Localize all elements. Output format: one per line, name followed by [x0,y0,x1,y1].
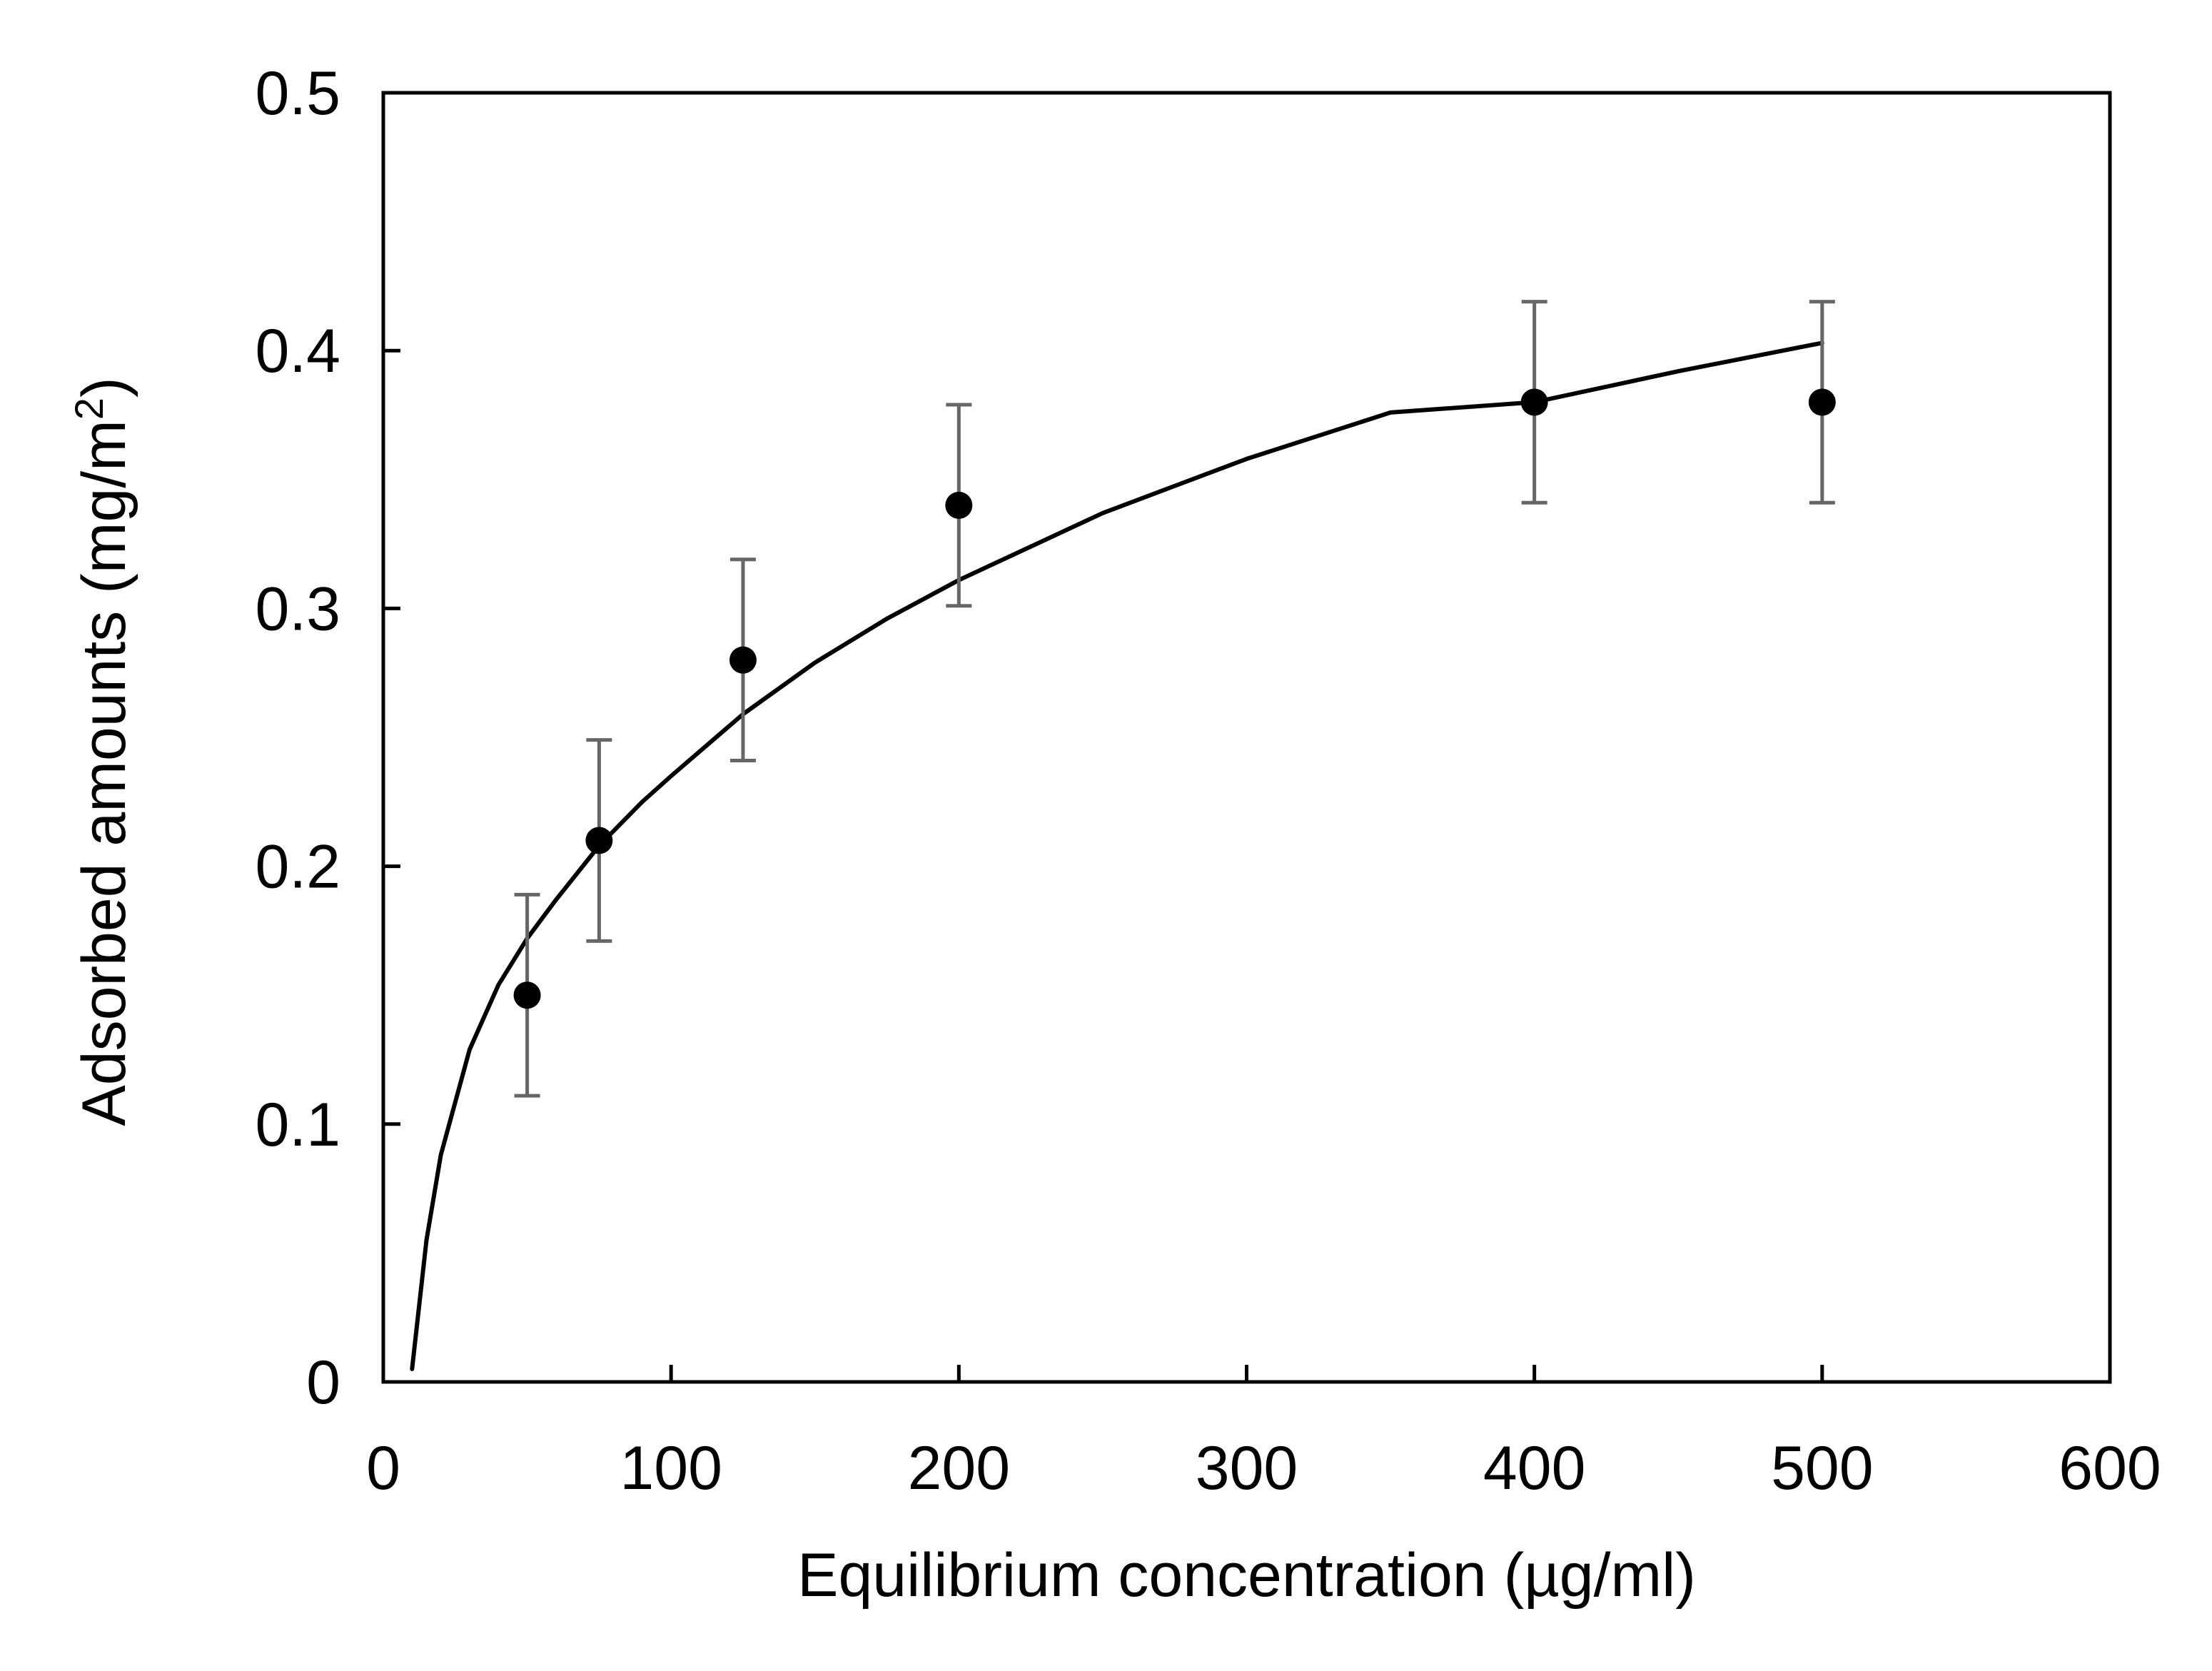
plot-frame [381,91,2112,1384]
x-tick-label: 400 [1483,1434,1586,1503]
x-tick-label: 0 [366,1434,400,1503]
data-point [585,827,613,854]
y-tick-label: 0.4 [255,317,340,385]
y-tick-label: 0.5 [255,59,340,128]
x-tick-label: 300 [1196,1434,1298,1503]
x-axis-title: Equilibrium concentration (µg/ml) [797,1541,1696,1610]
y-tick-label: 0.2 [255,833,340,902]
data-point [513,981,541,1009]
y-axis-title-end: ) [70,377,138,398]
x-tick-label: 200 [908,1434,1011,1503]
fit-curve [410,340,1824,1371]
x-tick-label: 100 [620,1434,722,1503]
y-axis-title: Adsorbed amounts (mg/m2) [66,377,139,1126]
x-tick-label: 600 [2059,1434,2161,1503]
data-point [1808,388,1836,416]
x-tick-label: 500 [1771,1434,1874,1503]
tick-marks [383,348,1824,1382]
y-tick-label: 0 [306,1348,340,1417]
data-point [1520,388,1548,416]
data-point [945,491,973,519]
y-axis-title-superscript: 2 [66,398,111,420]
data-points [513,388,1836,1009]
fit-curve-layer [410,340,1824,1371]
data-point [729,646,757,674]
tick-labels: 0 100 200 300 400 500 600 0 0.1 0.2 0.3 0.4 0.5 [255,59,2161,1503]
y-axis-title-main: Adsorbed amounts (mg/m [70,420,138,1126]
y-tick-label: 0.1 [255,1091,340,1159]
y-tick-label: 0.3 [255,575,340,643]
